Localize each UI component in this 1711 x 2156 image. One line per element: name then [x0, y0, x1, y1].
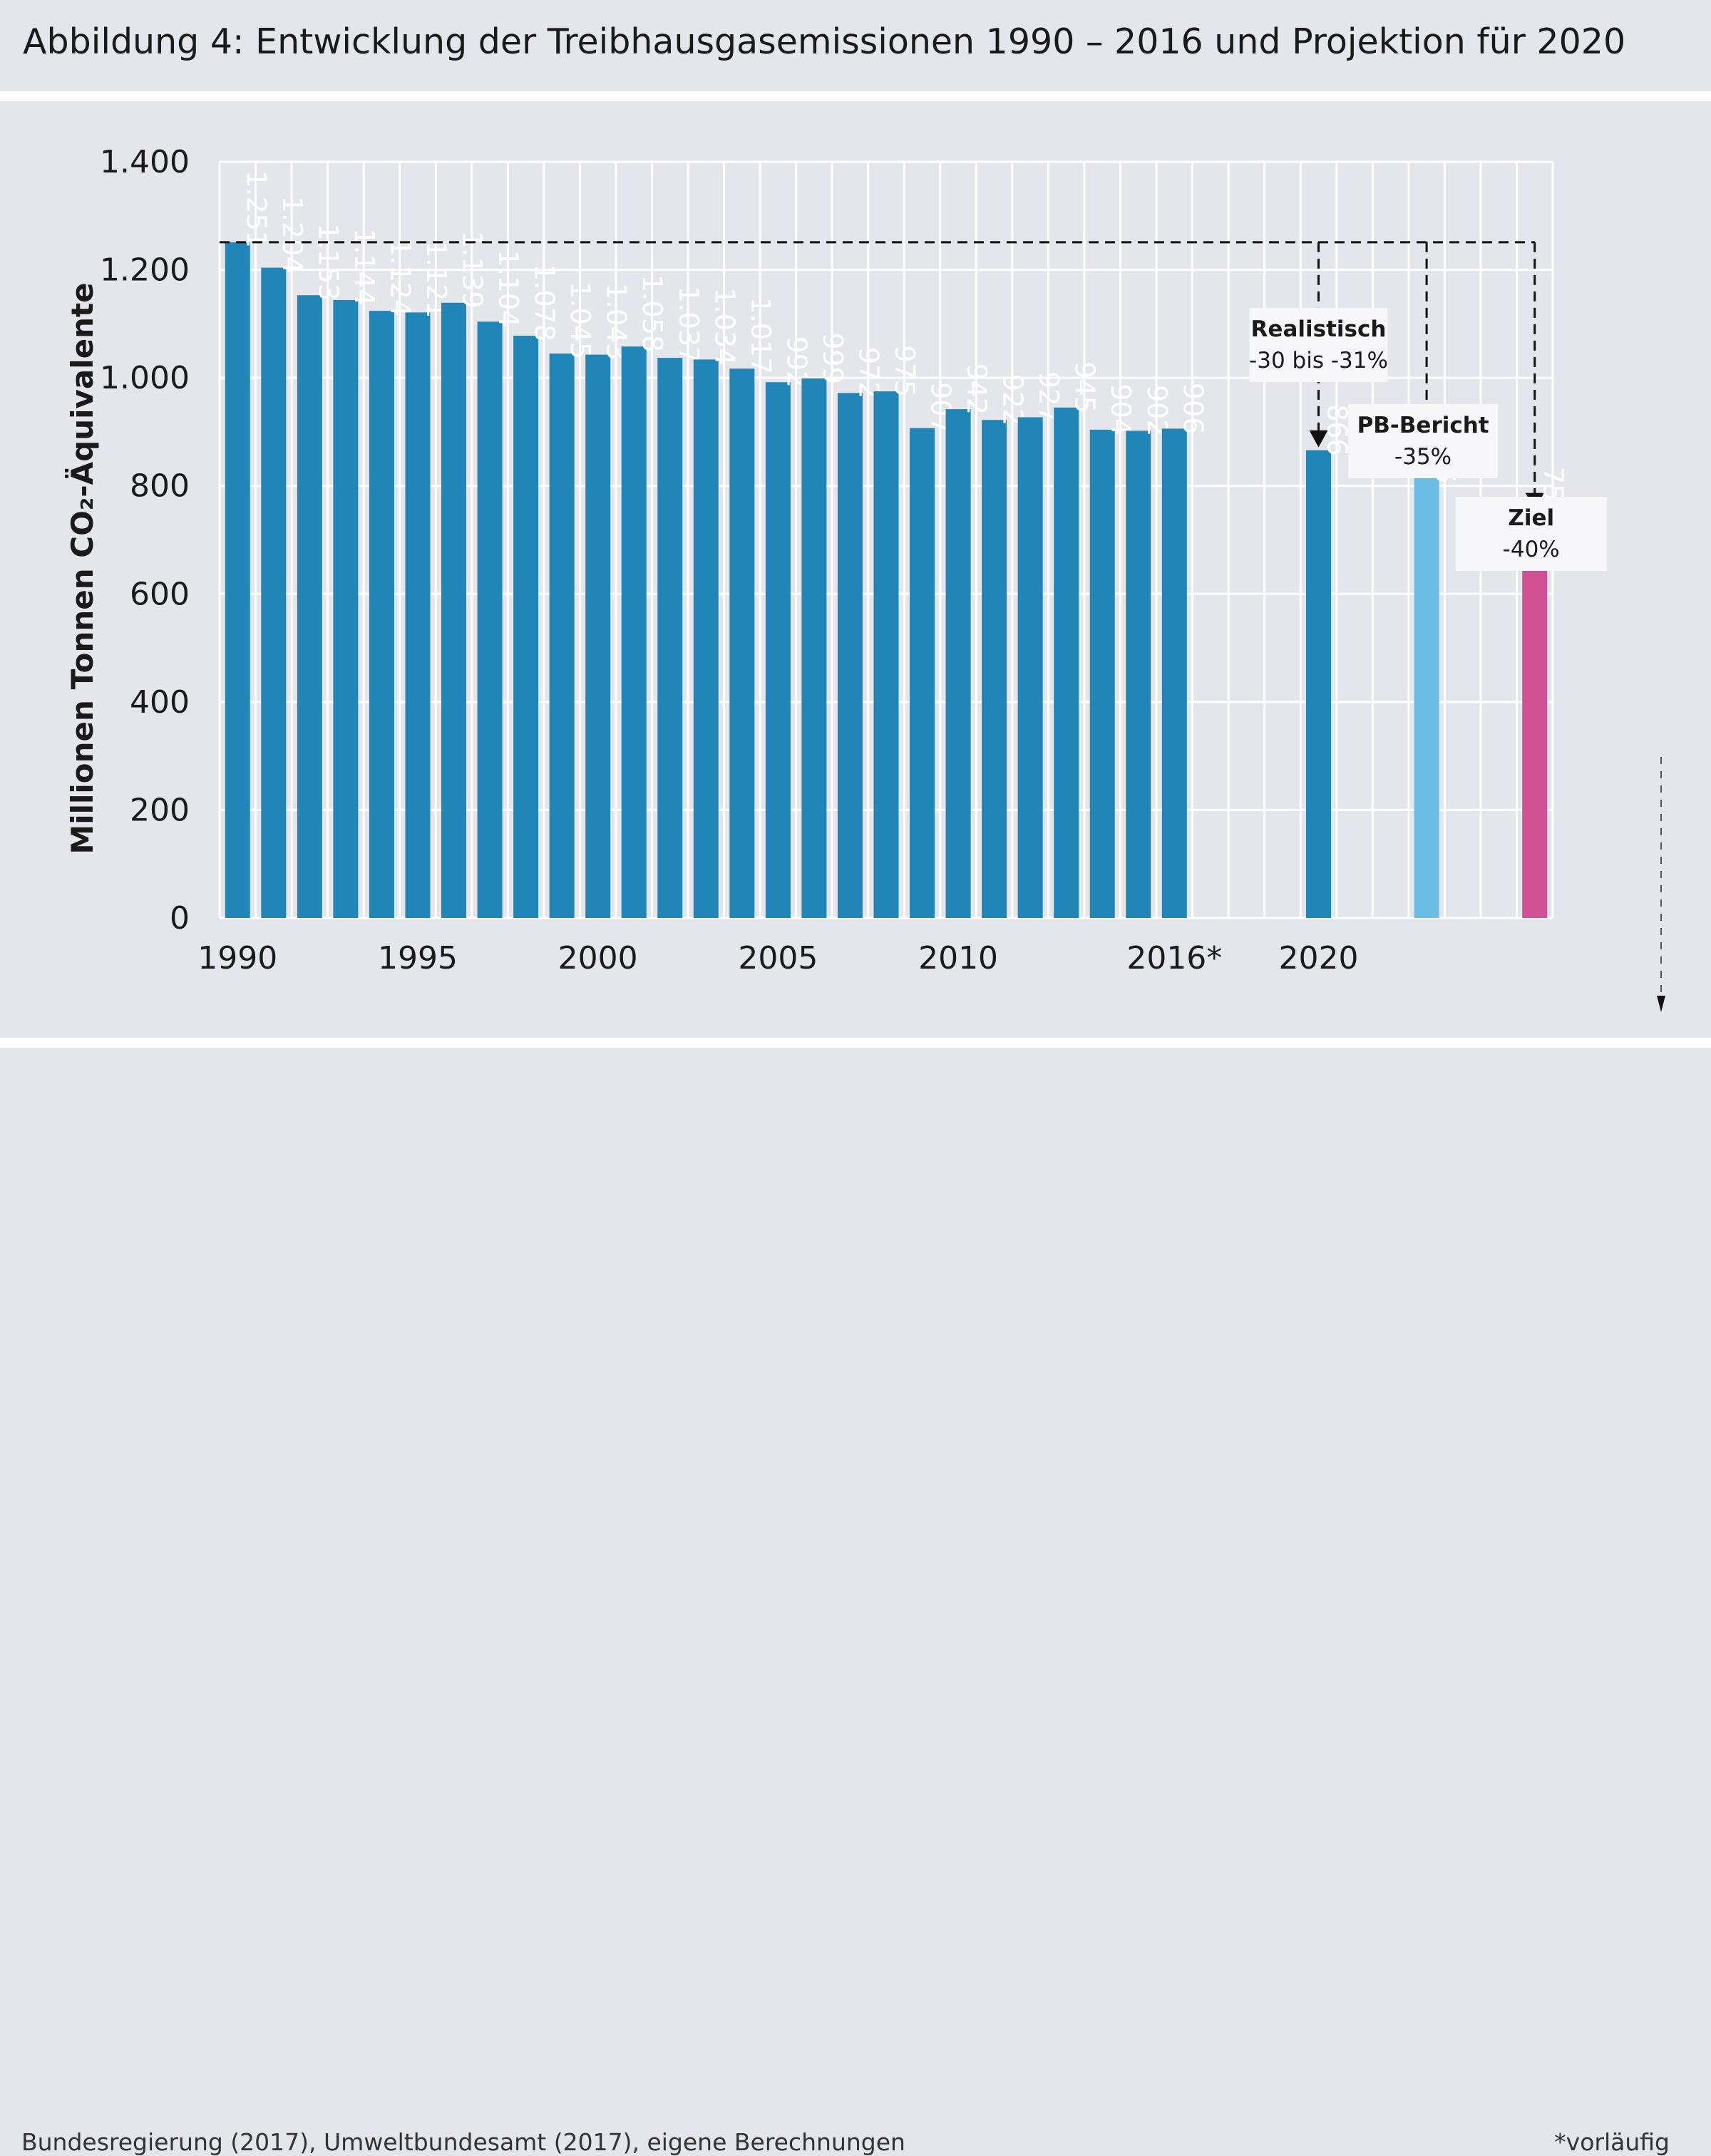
bar — [441, 302, 467, 918]
bar — [1017, 417, 1043, 918]
emissions-bar-chart: 0 200 400 600 800 1.000 1.200 1.400 Millionen To… — [64, 144, 1665, 1012]
y-tick-label: 800 — [130, 468, 190, 505]
bar — [910, 428, 935, 918]
bar-data-label: 945 — [1069, 361, 1101, 413]
bar — [1054, 407, 1079, 918]
bar — [729, 368, 755, 918]
x-tick-label: 2010 — [918, 940, 998, 976]
title-band: Abbildung 4: Entwicklung der Treibhausga… — [0, 0, 1711, 91]
y-axis-title: Millionen Tonnen CO₂-Äquivalente — [64, 282, 100, 854]
bar — [693, 359, 719, 918]
bar-data-label: 1.104 — [493, 250, 524, 328]
bar-data-label: 1.037 — [673, 286, 704, 363]
bar-data-label: 902 — [1141, 385, 1173, 437]
bar — [549, 354, 575, 918]
y-tick-label: 600 — [130, 576, 190, 612]
projection-bar — [1305, 450, 1331, 918]
callout-detail: -40% — [1503, 537, 1560, 562]
callout-detail: -35% — [1394, 444, 1451, 470]
projection-bar — [1522, 512, 1548, 918]
bar-data-label: 1.078 — [529, 264, 560, 341]
bar-data-label: 1.144 — [349, 228, 380, 306]
arrow-head-icon — [1309, 430, 1328, 448]
bar — [261, 267, 287, 918]
x-tick-label: 2005 — [738, 940, 818, 976]
top-separator — [0, 91, 1711, 101]
callout-title: PB-Bericht — [1357, 413, 1489, 438]
bar — [657, 358, 683, 918]
bar-data-label: 975 — [889, 346, 920, 398]
callout-title: Ziel — [1508, 505, 1554, 531]
footnote: *vorläufig — [1554, 2128, 1670, 2156]
bar-data-label: 1.017 — [745, 296, 776, 374]
callout-box — [1249, 308, 1388, 382]
bar — [982, 420, 1007, 918]
bar — [1089, 429, 1115, 918]
bar — [297, 295, 322, 919]
edge-arrow-icon — [1657, 996, 1665, 1012]
bar — [333, 300, 359, 918]
bar — [477, 321, 503, 919]
callout-title: Realistisch — [1251, 316, 1387, 342]
bar-data-label: 904 — [1105, 383, 1136, 435]
bar — [621, 346, 647, 918]
bar-data-label: 999 — [817, 332, 848, 384]
y-tick-label: 400 — [130, 684, 190, 721]
bar-data-label: 1.204 — [277, 196, 308, 274]
callout-box — [1455, 497, 1607, 571]
callout-box — [1348, 404, 1499, 478]
x-tick-label: 2000 — [558, 940, 638, 976]
bar — [1126, 430, 1151, 918]
bar — [801, 378, 827, 918]
bar-data-label: 942 — [961, 363, 992, 416]
bar-data-label: 1.139 — [457, 231, 488, 309]
source-note: Bundesregierung (2017), Umweltbundesamt … — [21, 2128, 905, 2156]
projection-bar — [1414, 477, 1439, 918]
footer-band: Bundesregierung (2017), Umweltbundesamt … — [0, 1048, 1711, 2156]
y-tick-label: 1.000 — [100, 360, 190, 396]
bar — [1161, 428, 1187, 918]
x-tick-label: 2016* — [1126, 940, 1222, 976]
callout-detail: -30 bis -31% — [1249, 348, 1388, 373]
x-tick-label: 1995 — [378, 940, 458, 976]
y-tick-label: 0 — [170, 900, 190, 937]
bar-data-label: 972 — [853, 347, 884, 399]
bar — [405, 312, 431, 918]
bar — [585, 354, 611, 918]
bottom-separator — [0, 1038, 1711, 1048]
bar-data-label: 1.058 — [637, 274, 668, 352]
projection-bar-label: 866 — [1321, 404, 1352, 456]
chart-panel: 0 200 400 600 800 1.000 1.200 1.400 Millionen To… — [0, 101, 1711, 1038]
bar-data-label: 1.045 — [565, 282, 596, 359]
page-title: Abbildung 4: Entwicklung der Treibhausga… — [23, 21, 1626, 62]
bar — [765, 382, 791, 918]
x-tick-label: 1990 — [197, 940, 277, 976]
bar-data-label: 922 — [997, 374, 1029, 426]
bar — [513, 336, 539, 918]
y-tick-label: 1.400 — [100, 144, 190, 180]
y-tick-label: 200 — [130, 792, 190, 828]
bar-data-label: 1.251 — [240, 170, 272, 248]
bar — [837, 393, 863, 918]
bar — [225, 242, 250, 918]
x-tick-label: 2020 — [1278, 940, 1358, 976]
bar — [945, 409, 971, 918]
bar — [369, 311, 394, 918]
bar-data-label: 1.153 — [312, 223, 344, 301]
y-tick-label: 1.200 — [100, 252, 190, 289]
bar — [873, 391, 899, 918]
bar-data-label: 1.124 — [384, 239, 416, 316]
bar-data-label: 1.034 — [709, 288, 740, 366]
bar-data-label: 906 — [1177, 383, 1208, 435]
